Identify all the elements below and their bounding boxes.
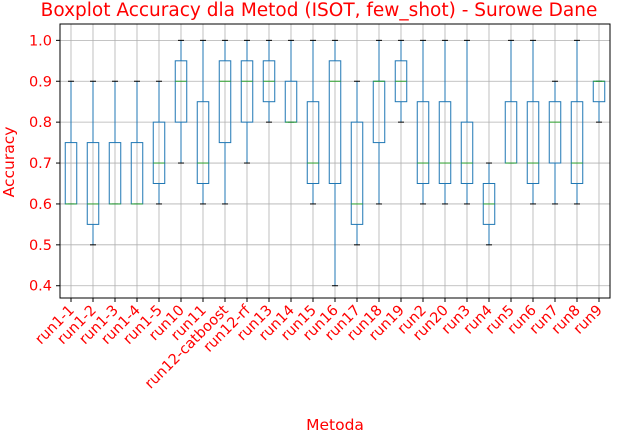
box-run9 [592,80,606,123]
iqr-box [240,60,254,123]
y-tick-label: 0.5 [29,238,52,254]
box-run19 [394,39,408,123]
y-tick-label: 0.7 [29,156,52,172]
iqr-box [306,101,320,184]
box-run12-catboost [218,39,232,205]
box-run5 [504,39,518,164]
y-tick-label: 0.8 [29,115,52,131]
box-run4 [482,162,496,246]
iqr-box [218,60,232,144]
y-tick-label: 1.0 [29,33,52,49]
iqr-box [196,101,210,184]
box-layer [64,39,606,287]
iqr-box [570,101,584,184]
box-run16 [328,39,342,287]
chart-title: Boxplot Accuracy dla Metod (ISOT, few_sh… [41,0,598,21]
box-run1-2 [86,80,100,246]
box-run1-3 [108,80,122,205]
box-run7 [548,80,562,205]
y-tick-label: 0.6 [29,197,52,213]
iqr-box [526,101,540,184]
y-tick-label: 0.4 [29,279,52,295]
box-run11 [196,39,210,205]
iqr-box [350,121,364,225]
y-tick-layer: 0.4 0.5 0.6 0.7 0.8 0.9 1.0 [29,33,60,295]
box-run18 [372,39,386,205]
y-axis-label: Accuracy [0,127,18,198]
box-run12-rf [240,39,254,164]
iqr-box [438,101,452,184]
box-run10 [174,39,188,164]
iqr-box [86,142,100,225]
iqr-box [460,121,474,184]
iqr-box [174,60,188,123]
box-run1-4 [130,80,144,205]
iqr-box [416,101,430,184]
box-run8 [570,39,584,205]
iqr-box [548,101,562,164]
x-axis-label: Metoda [306,416,364,434]
box-run1-1 [64,80,78,205]
box-run17 [350,80,364,246]
box-run14 [284,39,298,123]
box-run20 [438,39,452,205]
box-run3 [460,39,474,205]
y-tick-label: 0.9 [29,74,52,90]
box-run2 [416,39,430,205]
box-run13 [262,39,276,123]
box-run1-5 [152,80,166,205]
box-run6 [526,39,540,205]
box-run15 [306,39,320,205]
iqr-box [328,60,342,184]
iqr-box [152,121,166,184]
